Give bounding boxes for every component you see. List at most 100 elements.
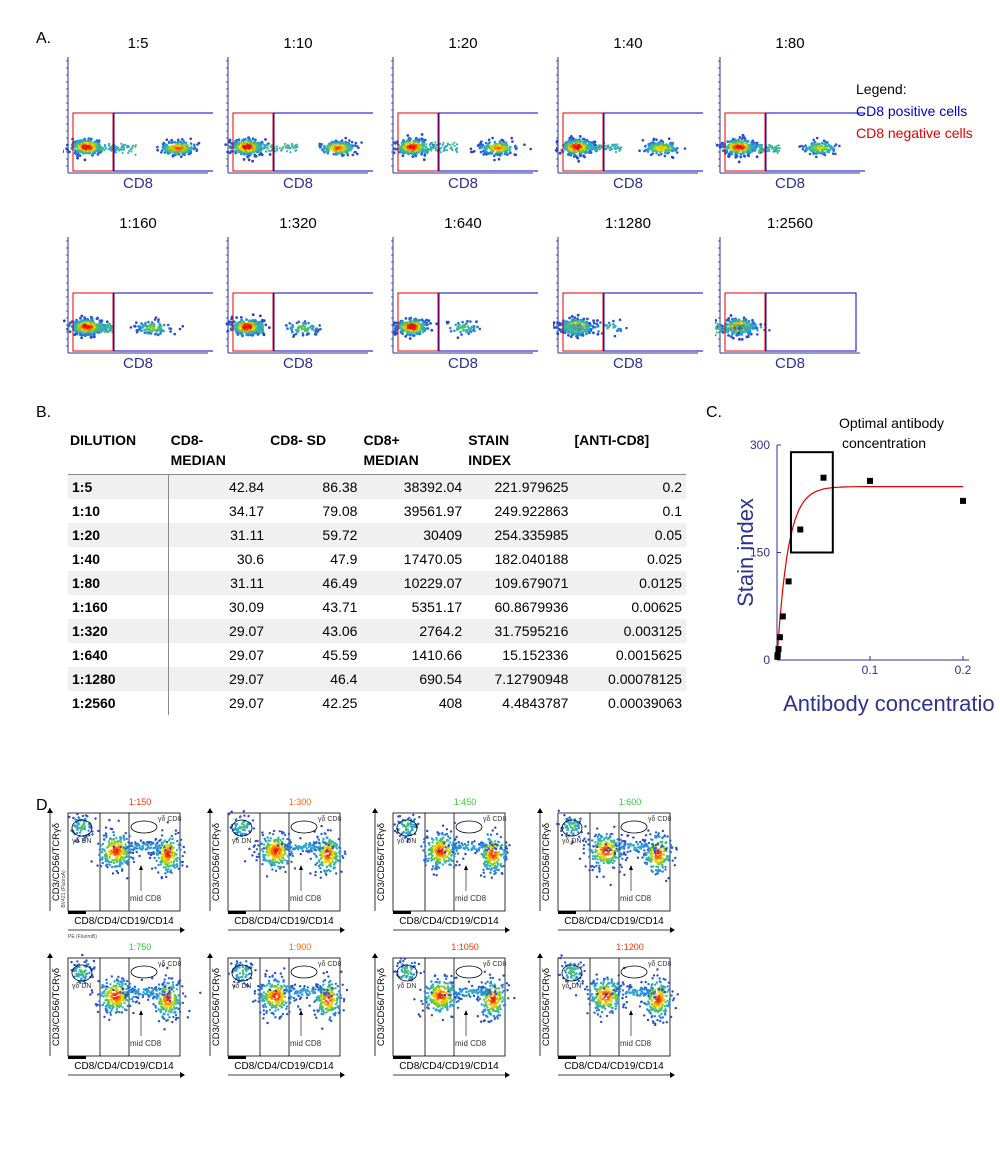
- gate-label-gd-cd8: γδ CD8: [318, 961, 341, 968]
- gate-gd-dn: [231, 819, 253, 837]
- mid-cd8-label: mid CD8: [455, 1039, 487, 1048]
- stain-index-table: DILUTION CD8- MEDIAN CD8- SD CD8+ MEDIAN…: [68, 428, 686, 715]
- arrow-head: [299, 1010, 303, 1015]
- col-anti-cd8: [ANTI-CD8]: [574, 432, 650, 448]
- gate-cd8-positive: [273, 292, 373, 352]
- table-cell: 29.07: [229, 671, 265, 687]
- flow-plot-a: 1:640 CD8: [388, 215, 538, 375]
- gate-gd-cd8: [455, 820, 483, 834]
- table-cell: 0.00625: [631, 599, 682, 615]
- x-axis-label-cd8: CD8: [122, 355, 153, 372]
- gate-cd8-negative: [72, 112, 114, 172]
- table-cell: 43.71: [322, 599, 358, 615]
- table-row: 1:20 31.11 59.72 30409 254.335985 0.05: [68, 523, 686, 547]
- y-detector-label: BV421 (FluoroA): [61, 870, 67, 908]
- table-cell: 39561.97: [403, 503, 463, 519]
- gate-gd-cd8: [290, 820, 318, 834]
- panel-label-b: B.: [36, 404, 52, 421]
- x-axis-label-cd8: CD8: [282, 355, 313, 372]
- gate-cd8-negative: [562, 292, 604, 352]
- gate-label-gd-cd8: γδ CD8: [483, 961, 506, 968]
- x-axis-label: CD8/CD4/CD19/CD14: [234, 916, 334, 927]
- table-cell: 182.040188: [494, 551, 569, 567]
- table-cell: 46.4: [330, 671, 358, 687]
- plot-frame: [557, 812, 671, 912]
- gate-gd-dn: [231, 964, 253, 982]
- flow-plot-canvas: [715, 57, 865, 174]
- y-axis-label: CD3/CD56/TCRγδ: [376, 968, 387, 1046]
- gate-label-gd-cd8: γδ CD8: [158, 816, 181, 823]
- gate-label-gd-dn: γδ DN: [397, 838, 416, 845]
- dilution-title: 1:300: [288, 797, 312, 807]
- table-row: 1:5 42.84 86.38 38392.04 221.979625 0.2: [68, 474, 686, 499]
- table-cell: 47.9: [330, 551, 358, 567]
- panel-label-c: C.: [706, 404, 722, 421]
- dilution-title: 1:160: [119, 215, 157, 232]
- table-cell: 0.025: [646, 551, 682, 567]
- table-row: 1:10 34.17 79.08 39561.97 249.922863 0.1: [68, 499, 686, 523]
- table-cell: 29.07: [229, 623, 265, 639]
- arrow-head: [670, 1072, 675, 1078]
- arrow-head: [505, 927, 510, 933]
- arrow-head: [464, 865, 468, 870]
- data-point: [797, 526, 804, 533]
- y-tick-label: 300: [750, 438, 770, 452]
- x-axis-label: CD8/CD4/CD19/CD14: [234, 1061, 334, 1072]
- gate-label-gd-cd8: γδ CD8: [483, 816, 506, 823]
- scatter-density: [63, 137, 201, 162]
- legend-positive: CD8 positive cells: [856, 103, 968, 119]
- dilution-title: 1:450: [453, 797, 477, 807]
- flow-plot-canvas: γδ DN γδ CD8 mid CD8 CD3/CD56/TCRγδ CD8/CD4/…: [372, 953, 516, 1078]
- scatter-density: [392, 316, 482, 340]
- plot-frame: [557, 957, 671, 1057]
- scatter-density: [715, 133, 841, 164]
- gate-label-gd-cd8: γδ CD8: [648, 816, 671, 823]
- mid-cd8-label: mid CD8: [620, 1039, 652, 1048]
- table-cell: 38392.04: [361, 474, 467, 499]
- arrow-head: [372, 953, 378, 958]
- gate-label-gd-dn: γδ DN: [72, 838, 91, 845]
- table-cell: 30.09: [229, 599, 265, 615]
- flow-plot-canvas: [391, 57, 538, 174]
- arrow-head: [299, 865, 303, 870]
- gate-cd8-positive: [765, 112, 865, 172]
- axis-bar: [228, 911, 246, 914]
- gate-cd8-negative: [72, 292, 114, 352]
- y-axis-label: CD3/CD56/TCRγδ: [211, 823, 222, 901]
- axis-bar: [558, 911, 576, 914]
- table-cell: 59.72: [322, 527, 358, 543]
- table-row: 1:320 29.07 43.06 2764.2 31.7595216 0.003125: [68, 619, 686, 643]
- table-cell: 1:1280: [68, 667, 170, 691]
- data-point: [776, 634, 783, 641]
- gate-cd8-negative: [724, 112, 766, 172]
- table-cell: 0.003125: [623, 623, 682, 639]
- scatter-density: [553, 313, 628, 340]
- table-cell: 1:160: [68, 595, 170, 619]
- mid-cd8-label: mid CD8: [290, 1039, 322, 1048]
- gate-cd8-negative: [397, 292, 439, 352]
- gate-cd8-negative: [724, 292, 766, 352]
- gate-label-gd-dn: γδ DN: [562, 983, 581, 990]
- x-axis-label: CD8/CD4/CD19/CD14: [564, 1061, 664, 1072]
- table-cell: 408: [438, 695, 463, 711]
- gate-gd-cd8: [130, 820, 158, 834]
- col-dilution: DILUTION: [70, 432, 137, 448]
- gate-label-gd-dn: γδ DN: [232, 838, 251, 845]
- table-cell: 1:40: [68, 547, 170, 571]
- data-point: [820, 474, 827, 481]
- x-axis-label-cd8: CD8: [122, 175, 153, 192]
- gate-gd-cd8: [290, 965, 318, 979]
- flow-plot-a: 1:5 CD8: [63, 35, 213, 195]
- flow-plot-canvas: γδ DN γδ CD8 mid CD8 CD3/CD56/TCRγδ CD8/CD4/…: [537, 808, 678, 933]
- gate-cd8-negative: [562, 112, 604, 172]
- axis-bar: [393, 911, 411, 914]
- scatter-density: [68, 812, 189, 880]
- flow-plot-d: 1:750 γδ DN γδ CD8 mid CD8 CD3/CD56/TCRγδ CD8…: [40, 942, 260, 1092]
- table-cell: 42.25: [322, 695, 358, 711]
- flow-plot-canvas: [391, 237, 538, 354]
- flow-plot-canvas: [715, 237, 860, 354]
- dilution-title: 1:900: [288, 942, 312, 952]
- y-axis-label: CD3/CD56/TCRγδ: [211, 968, 222, 1046]
- dilution-title: 1:40: [613, 35, 643, 52]
- gate-cd8-positive: [765, 292, 857, 352]
